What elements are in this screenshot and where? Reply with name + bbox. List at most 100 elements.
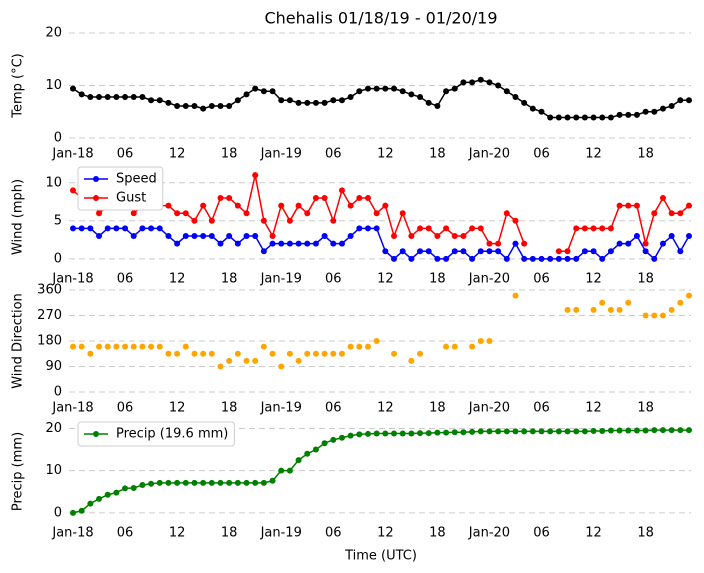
- data-point: [338, 350, 345, 357]
- data-point: [243, 357, 250, 364]
- data-point: [469, 255, 476, 262]
- data-point: [677, 299, 684, 306]
- data-point: [139, 94, 146, 101]
- data-point: [651, 312, 658, 319]
- x-tick-label: 12: [169, 147, 186, 162]
- data-point: [451, 429, 458, 436]
- data-point: [408, 91, 415, 98]
- data-point: [555, 255, 562, 262]
- data-point: [96, 210, 103, 217]
- data-point: [295, 457, 302, 464]
- data-point: [590, 114, 597, 121]
- data-point: [451, 85, 458, 92]
- data-point: [260, 217, 267, 224]
- x-tick-label: Jan-18: [51, 401, 93, 416]
- data-point: [477, 225, 484, 232]
- data-point: [477, 338, 484, 344]
- data-point: [503, 88, 510, 95]
- data-point: [399, 88, 406, 95]
- data-point: [208, 479, 215, 486]
- data-point: [356, 194, 363, 201]
- data-point: [625, 202, 632, 209]
- data-point: [278, 467, 285, 474]
- data-point: [373, 430, 380, 437]
- data-point: [217, 194, 224, 201]
- data-point: [148, 225, 155, 232]
- data-point: [581, 225, 588, 232]
- data-point: [677, 210, 684, 217]
- data-point: [113, 225, 120, 232]
- data-point: [139, 482, 146, 489]
- data-point: [538, 255, 545, 262]
- x-tick-label: 06: [533, 401, 550, 416]
- data-point: [182, 233, 189, 240]
- legend-marker: [93, 176, 99, 182]
- x-tick-label: Jan-20: [468, 147, 510, 162]
- data-point: [312, 99, 319, 106]
- data-point: [165, 202, 172, 209]
- data-point: [269, 350, 276, 357]
- data-point: [391, 233, 398, 240]
- data-point: [521, 99, 528, 106]
- data-point: [633, 202, 640, 209]
- data-point: [425, 430, 432, 437]
- data-point: [78, 91, 85, 98]
- data-point: [321, 194, 328, 201]
- data-point: [130, 94, 137, 101]
- data-point: [139, 343, 146, 350]
- data-point: [555, 114, 562, 121]
- legend-marker: [93, 431, 99, 437]
- x-tick-label: Jan-20: [468, 272, 510, 287]
- data-point: [373, 338, 380, 344]
- data-point: [555, 428, 562, 435]
- x-tick-label: 18: [221, 401, 238, 416]
- data-point: [616, 427, 623, 434]
- data-point: [234, 479, 241, 486]
- x-tick-label: 18: [221, 147, 238, 162]
- data-point: [260, 248, 267, 255]
- data-point: [417, 350, 424, 357]
- data-point: [512, 94, 519, 101]
- data-point: [364, 85, 371, 92]
- data-point: [364, 225, 371, 232]
- data-point: [599, 427, 606, 434]
- data-point: [182, 102, 189, 109]
- y-axis-label: Temp (°C): [11, 53, 26, 119]
- data-point: [538, 428, 545, 435]
- x-tick-label: 06: [533, 272, 550, 287]
- data-point: [417, 248, 424, 255]
- data-point: [451, 343, 458, 350]
- data-point: [607, 114, 614, 121]
- data-point: [529, 255, 536, 262]
- data-point: [486, 248, 493, 255]
- data-point: [668, 427, 675, 434]
- data-point: [651, 255, 658, 262]
- y-tick-label: 180: [37, 334, 62, 349]
- data-point: [113, 343, 120, 350]
- data-point: [269, 240, 276, 247]
- data-point: [399, 210, 406, 217]
- data-point: [495, 248, 502, 255]
- data-point: [70, 187, 76, 194]
- data-point: [286, 97, 293, 104]
- data-point: [104, 94, 111, 101]
- data-point: [321, 440, 328, 447]
- data-point: [425, 248, 432, 255]
- data-point: [391, 430, 398, 437]
- x-tick-label: 12: [377, 147, 394, 162]
- data-point: [382, 430, 389, 437]
- data-point: [625, 111, 632, 118]
- data-point: [668, 210, 675, 217]
- data-point: [208, 233, 215, 240]
- data-point: [607, 306, 614, 313]
- data-point: [364, 430, 371, 437]
- data-point: [633, 111, 640, 118]
- data-point: [122, 225, 129, 232]
- data-point: [625, 299, 632, 306]
- data-point: [70, 85, 76, 92]
- data-point: [590, 248, 597, 255]
- x-tick-label: 18: [221, 526, 238, 541]
- data-point: [226, 479, 233, 486]
- data-point: [668, 233, 675, 240]
- data-point: [104, 343, 111, 350]
